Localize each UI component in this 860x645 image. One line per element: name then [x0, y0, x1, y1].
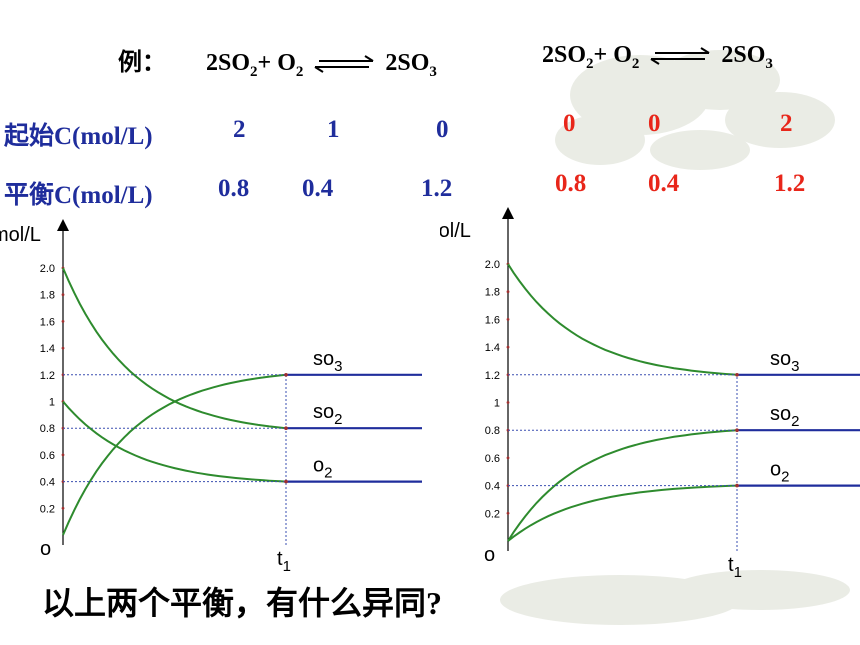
- y-tick-mark: [506, 290, 510, 294]
- series-label-so3: so3: [770, 348, 799, 375]
- y-axis-arrow-icon: [502, 207, 514, 219]
- y-tick-mark: [61, 453, 65, 457]
- y-tick-label: 1.6: [40, 316, 55, 328]
- y-tick-mark: [506, 345, 510, 349]
- equation-line-2: 2SO2+ O2 2SO3: [542, 42, 773, 73]
- y-tick-label: 0.6: [485, 453, 500, 465]
- y-tick-label: 2.0: [40, 263, 55, 275]
- equilibrium-arrow-icon: [314, 55, 374, 74]
- curve-so2: [507, 429, 738, 542]
- y-tick-label: 1.8: [485, 287, 500, 299]
- y-tick-label: 1.4: [40, 343, 55, 355]
- y-tick-label: 0.2: [40, 503, 55, 515]
- y-tick-mark: [61, 506, 65, 510]
- y-tick-label: 2.0: [485, 259, 500, 271]
- equation-line: 例： 2SO2+ O2 2SO3: [118, 42, 437, 81]
- y-tick-mark: [61, 293, 65, 297]
- y-tick-mark: [61, 346, 65, 350]
- point-o2: [735, 483, 739, 488]
- point-so2: [735, 428, 739, 432]
- equilibrium-right-o2: 0.4: [648, 170, 680, 197]
- initial-left-o2: 1: [327, 116, 340, 143]
- origin-label: o: [40, 538, 51, 560]
- y-tick-mark: [506, 511, 510, 515]
- initial-right-so2: 0: [563, 110, 576, 137]
- series-label-o2: o2: [770, 459, 789, 486]
- y-tick-mark: [506, 401, 510, 404]
- y-tick-label: 1.4: [485, 342, 500, 354]
- point-so3: [284, 373, 288, 377]
- equilibrium-right-so2: 0.8: [555, 170, 587, 197]
- y-axis-arrow-icon: [57, 219, 69, 231]
- t1-label: t1: [728, 554, 742, 580]
- series-label-so2: so2: [313, 401, 342, 428]
- y-tick-mark: [506, 318, 510, 321]
- chart-left: mol/L 0.2 0.4 0.6 0.8 1 1.2 1.4 1.6 1.8 2.0 o t1 so3 s…: [0, 219, 422, 575]
- eq2-reactant-so2: 2SO2: [542, 42, 594, 72]
- origin-label: o: [484, 544, 495, 566]
- y-tick-mark: [61, 320, 65, 323]
- curve-o2: [62, 400, 287, 483]
- eq2-reactant-o2: + O2: [593, 42, 640, 72]
- point-o2: [284, 479, 288, 484]
- point-so2: [284, 426, 288, 430]
- initial-right-so3: 2: [780, 110, 793, 137]
- y-axis-label: mol/L: [440, 220, 471, 242]
- series-label-so3: so3: [313, 348, 342, 375]
- eq2-product-so3: 2SO3: [721, 42, 773, 72]
- series-label-o2: o2: [313, 455, 332, 482]
- eq1-product-so3: 2SO3: [385, 50, 437, 80]
- curve-o2: [507, 484, 738, 542]
- y-tick-label: 0.8: [485, 425, 500, 437]
- equilibrium-left-o2: 0.4: [302, 175, 334, 202]
- equilibrium-right-so3: 1.2: [774, 170, 806, 197]
- y-tick-label: 0.4: [40, 477, 55, 489]
- y-tick-label: 1.2: [40, 370, 55, 382]
- y-tick-label: 1.2: [485, 370, 500, 382]
- y-tick-mark: [506, 456, 510, 460]
- equilibrium-label: 平衡C(mol/L): [4, 182, 153, 209]
- equilibrium-arrow-icon: [650, 47, 710, 66]
- y-tick-label: 1.6: [485, 314, 500, 326]
- y-tick-label: 1: [49, 397, 55, 409]
- example-label: 例：: [118, 50, 166, 76]
- eq1-reactant-so2: 2SO2: [206, 50, 258, 80]
- equilibrium-left-so3: 1.2: [421, 175, 453, 202]
- series-label-so2: so2: [770, 403, 799, 430]
- initial-label: 起始C(mol/L): [4, 123, 153, 150]
- y-tick-label: 0.8: [40, 423, 55, 435]
- equilibrium-left-so2: 0.8: [218, 175, 250, 202]
- initial-left-so2: 2: [233, 116, 246, 143]
- curve-so2: [62, 267, 287, 430]
- question-text: 以上两个平衡，有什么异同?: [42, 585, 443, 621]
- initial-left-so3: 0: [436, 116, 449, 143]
- curve-so3: [62, 373, 287, 536]
- y-axis-label: mol/L: [0, 224, 41, 246]
- y-tick-label: 0.4: [485, 481, 500, 493]
- t1-label: t1: [277, 548, 291, 575]
- y-tick-label: 0.2: [485, 508, 500, 520]
- chart-right: mol/L 0.2 0.4 0.6 0.8 1 1.2 1.4 1.6 1.8 2.0 o t1 so3 s…: [440, 207, 860, 580]
- y-tick-label: 0.6: [40, 450, 55, 462]
- y-tick-label: 1.8: [40, 290, 55, 302]
- eq1-reactant-o2: + O2: [257, 50, 304, 80]
- initial-right-o2: 0: [648, 110, 661, 137]
- y-tick-label: 1: [494, 398, 500, 410]
- curve-so3: [507, 263, 738, 376]
- point-so3: [735, 373, 739, 377]
